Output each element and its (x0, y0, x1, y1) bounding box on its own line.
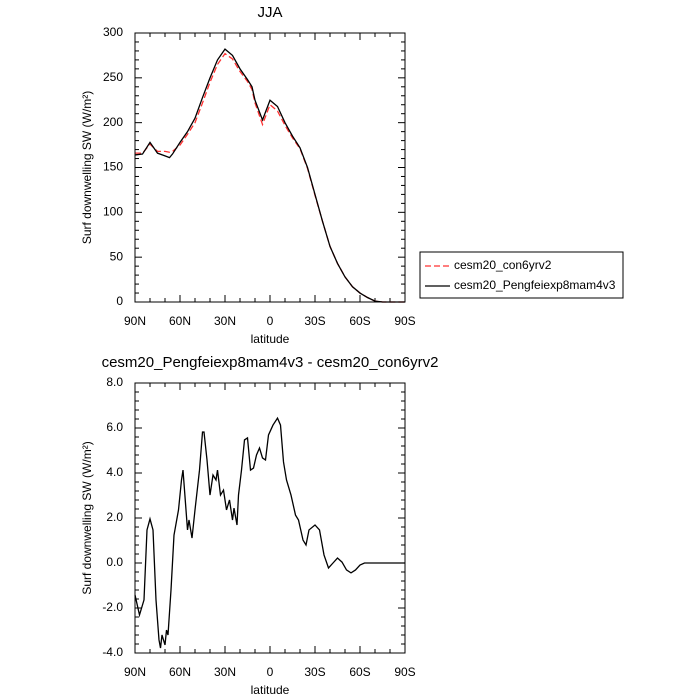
y-tick-label: 8.0 (106, 375, 123, 389)
y-axis-label: Surf downwelling SW (W/m²) (80, 441, 94, 594)
y-tick-label: 200 (103, 115, 123, 129)
x-tick-label: 90N (124, 314, 146, 328)
plot-frame (134, 32, 406, 303)
legend-label: cesm20_con6yrv2 (454, 258, 552, 272)
legend-label: cesm20_Pengfeiexp8mam4v3 (454, 278, 616, 292)
chart-title: cesm20_Pengfeiexp8mam4v3 - cesm20_con6yr… (102, 354, 439, 371)
y-tick-label: 0.0 (106, 555, 123, 569)
data-line (135, 52, 405, 303)
data-line (134, 48, 405, 303)
y-tick-label: -4.0 (102, 645, 123, 659)
x-tick-label: 90S (394, 665, 415, 679)
x-tick-label: 0 (267, 665, 274, 679)
x-tick-label: 30N (214, 665, 236, 679)
x-tick-label: 60S (349, 665, 370, 679)
y-tick-label: 2.0 (106, 510, 123, 524)
legend-box (419, 251, 624, 299)
y-tick-label: 6.0 (106, 420, 123, 434)
x-tick-label: 60N (169, 665, 191, 679)
y-tick-label: 50 (110, 249, 124, 263)
x-axis-label: latitude (251, 332, 290, 346)
x-tick-label: 30S (304, 665, 325, 679)
y-tick-label: 150 (103, 160, 123, 174)
y-tick-label: 100 (103, 205, 123, 219)
y-tick-label: 250 (103, 70, 123, 84)
x-tick-label: 30S (304, 314, 325, 328)
x-tick-label: 90N (124, 665, 146, 679)
y-axis-label: Surf downwelling SW (W/m²) (80, 91, 94, 244)
y-tick-label: 4.0 (106, 465, 123, 479)
y-tick-label: -2.0 (102, 600, 123, 614)
x-tick-label: 90S (394, 314, 415, 328)
x-tick-label: 30N (214, 314, 236, 328)
y-tick-label: 300 (103, 25, 123, 39)
y-tick-label: 0 (116, 294, 123, 308)
x-tick-label: 60S (349, 314, 370, 328)
x-tick-label: 60N (169, 314, 191, 328)
plot-frame (134, 382, 406, 654)
x-tick-label: 0 (267, 314, 274, 328)
data-line (134, 416, 405, 649)
chart-title: JJA (257, 4, 282, 21)
x-axis-label: latitude (251, 683, 290, 697)
